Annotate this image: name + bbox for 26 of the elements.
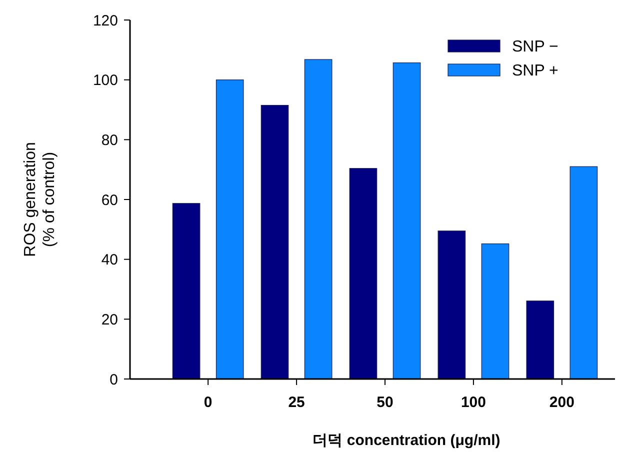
y-tick-label: 80 <box>101 132 118 149</box>
legend-label: SNP + <box>512 62 558 80</box>
y-tick-label: 20 <box>101 311 118 328</box>
bar <box>260 104 289 380</box>
legend-label: SNP − <box>512 38 558 56</box>
y-tick-label: 0 <box>110 371 118 388</box>
y-axis-title: ROS generation (% of control) <box>22 142 58 257</box>
bar <box>392 62 421 380</box>
y-tick-label: 120 <box>92 12 118 30</box>
x-tick-label: 0 <box>204 394 212 411</box>
x-tick-label: 200 <box>549 394 574 411</box>
y-tick-label: 40 <box>101 252 118 269</box>
y-tick-label: 60 <box>101 192 118 209</box>
bar <box>481 243 510 380</box>
y-tick-label: 100 <box>92 72 118 90</box>
bar <box>570 166 598 380</box>
x-tick-label: 100 <box>460 394 486 411</box>
x-tick-label: 25 <box>288 394 305 411</box>
x-axis-title: 더덕 concentration (μg/ml) <box>312 432 500 449</box>
bar <box>304 59 332 380</box>
bar <box>172 203 200 380</box>
bar <box>349 168 378 380</box>
bar <box>216 80 244 380</box>
bar <box>438 230 466 380</box>
x-tick-label: 50 <box>376 394 394 411</box>
bar <box>526 300 554 380</box>
